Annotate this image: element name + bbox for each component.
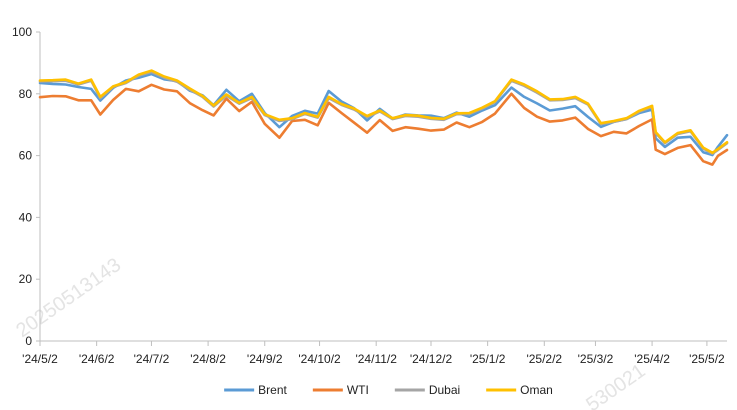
y-tick-label: 0	[25, 334, 32, 348]
x-tick-label: '25/4/2	[634, 352, 670, 366]
x-tick-label: '24/5/2	[22, 352, 58, 366]
watermark-text: 20250513143	[12, 254, 125, 342]
y-tick-label: 20	[19, 272, 33, 286]
x-tick-label: '24/6/2	[79, 352, 115, 366]
series-lines	[38, 69, 729, 166]
y-tick-label: 80	[19, 87, 33, 101]
x-tick-label: '24/12/2	[410, 352, 453, 366]
watermark-text: 530021	[582, 360, 649, 410]
legend: Brent WTI Dubai Oman	[224, 383, 553, 397]
y-tick-label: 40	[19, 210, 33, 224]
x-tick-label: '24/10/2	[298, 352, 341, 366]
legend-label-brent: Brent	[258, 383, 287, 397]
x-axis-ticks: '24/5/2 '24/6/2 '24/7/2 '24/8/2 '24/9/2 '24/1…	[22, 341, 725, 366]
x-tick-label: '24/9/2	[247, 352, 283, 366]
x-tick-label: '25/1/2	[470, 352, 506, 366]
series-line-wti	[38, 83, 729, 166]
x-tick-label: '25/3/2	[578, 352, 614, 366]
x-tick-label: '25/5/2	[689, 352, 725, 366]
y-tick-label: 100	[12, 25, 32, 39]
legend-label-oman: Oman	[520, 383, 553, 397]
y-tick-label: 60	[19, 149, 33, 163]
legend-label-wti: WTI	[347, 383, 369, 397]
x-tick-label: '24/7/2	[134, 352, 170, 366]
x-tick-label: '24/8/2	[190, 352, 226, 366]
x-tick-label: '24/11/2	[355, 352, 397, 366]
legend-label-dubai: Dubai	[429, 383, 460, 397]
y-axis-ticks: 0 20 40 60 80 100	[12, 25, 40, 348]
watermark-layer: 20250513143 530021	[12, 254, 649, 410]
series-line-oman	[38, 69, 729, 155]
x-tick-label: '25/2/2	[526, 352, 562, 366]
